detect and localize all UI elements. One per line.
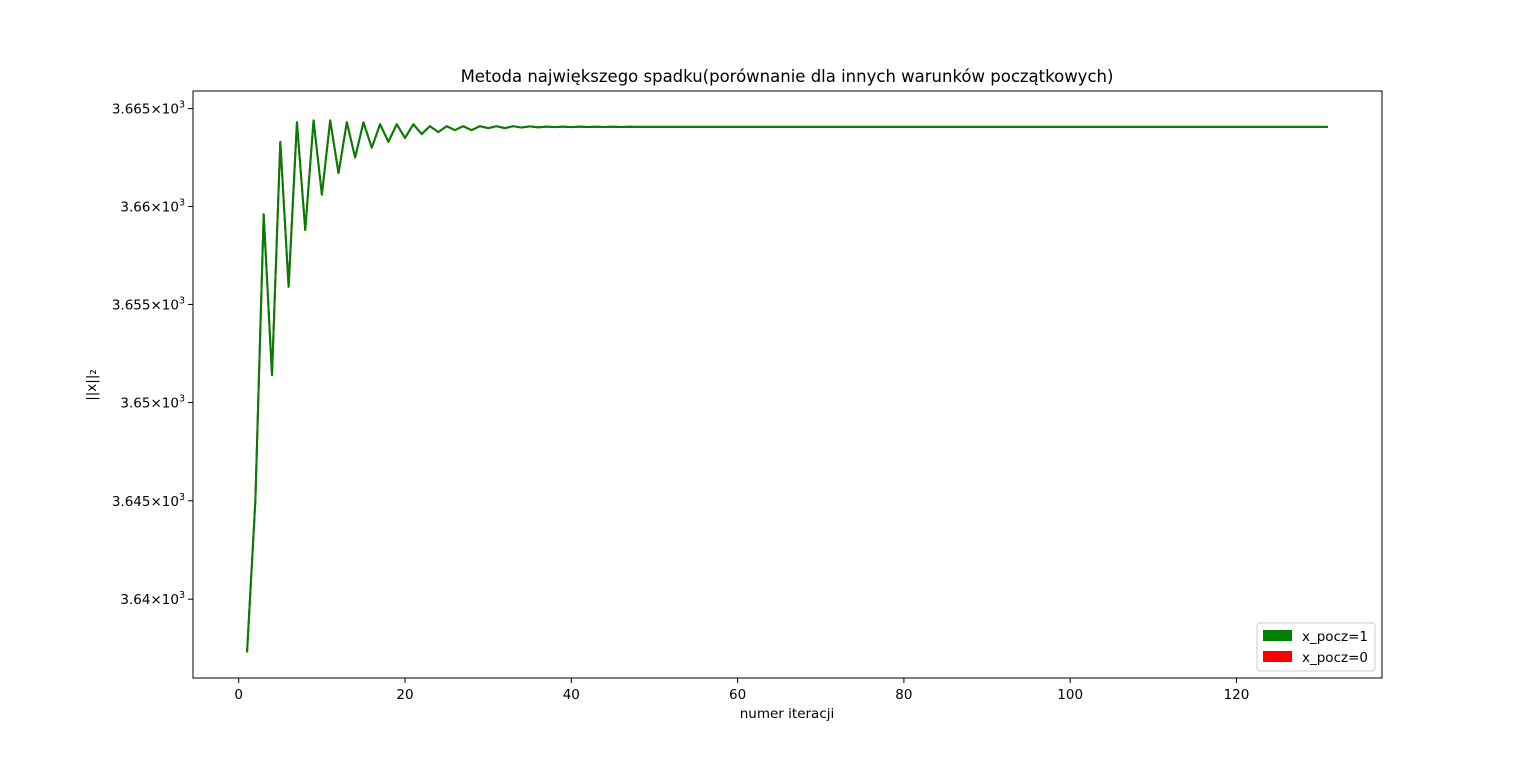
x-axis-label: numer iteracji: [740, 706, 835, 722]
series-line-x-pocz-1: [246, 119, 1328, 653]
axes-frame: [192, 90, 1383, 679]
plot-area: [192, 90, 1383, 679]
legend-label-x-pocz-0: x_pocz=0: [1302, 650, 1368, 666]
x-tick-label: 100: [1057, 687, 1083, 703]
legend: x_pocz=1 x_pocz=0: [1256, 622, 1376, 672]
chart-title: Metoda największego spadku(porównanie dl…: [461, 67, 1114, 86]
series-layer: [246, 119, 1328, 653]
legend-swatch-x-pocz-1: [1263, 630, 1292, 641]
x-tick-label: 20: [396, 687, 413, 703]
x-tick-label: 0: [234, 687, 243, 703]
y-tick-label: 3.655×103: [112, 295, 185, 313]
x-tick-label: 60: [729, 687, 746, 703]
x-tick-label: 80: [895, 687, 912, 703]
y-tick-label: 3.645×103: [112, 492, 185, 510]
y-tick-label: 3.65×103: [120, 394, 185, 412]
x-tick-label: 120: [1224, 687, 1250, 703]
y-axis-label: ||x||₂: [84, 369, 100, 401]
y-tick-label: 3.64×103: [120, 590, 185, 608]
y-tick-label: 3.66×103: [120, 197, 185, 215]
legend-label-x-pocz-1: x_pocz=1: [1302, 629, 1368, 645]
x-axis-ticks: 0 20 40 60 80 100 120: [234, 678, 1249, 703]
x-tick-label: 40: [563, 687, 580, 703]
y-axis-ticks: 3.64×103 3.645×103 3.65×103 3.655×103 3.66×1…: [112, 100, 193, 608]
y-tick-label: 3.665×103: [112, 100, 185, 118]
legend-swatch-x-pocz-0: [1263, 651, 1292, 662]
